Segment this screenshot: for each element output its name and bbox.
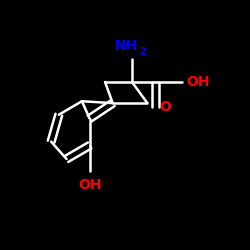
Text: OH: OH — [186, 75, 210, 89]
Text: NH: NH — [114, 39, 138, 53]
Text: O: O — [159, 100, 171, 114]
Text: OH: OH — [78, 178, 102, 192]
Text: 2: 2 — [139, 47, 146, 57]
